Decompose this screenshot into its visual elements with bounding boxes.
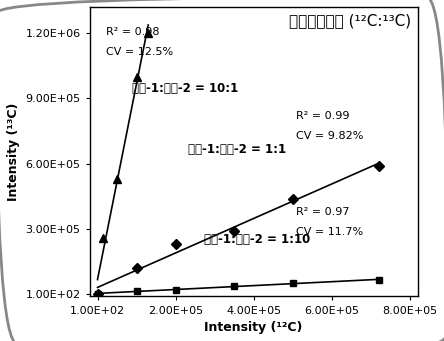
Text: 样本-1:样本-2 = 1:1: 样本-1:样本-2 = 1:1	[188, 143, 286, 156]
Text: 牛血清白蛋白 (¹²C:¹³C): 牛血清白蛋白 (¹²C:¹³C)	[289, 13, 411, 28]
Text: CV = 12.5%: CV = 12.5%	[106, 47, 173, 58]
Text: 样本-1:样本-2 = 1:10: 样本-1:样本-2 = 1:10	[205, 233, 311, 246]
Text: CV = 9.82%: CV = 9.82%	[296, 131, 364, 142]
Text: 样本-1:样本-2 = 10:1: 样本-1:样本-2 = 10:1	[132, 82, 238, 95]
Text: CV = 11.7%: CV = 11.7%	[296, 227, 364, 237]
Y-axis label: Intensity (¹³C): Intensity (¹³C)	[7, 103, 20, 201]
Text: R² = 0.99: R² = 0.99	[296, 111, 350, 121]
X-axis label: Intensity (¹²C): Intensity (¹²C)	[205, 321, 303, 334]
Text: R² = 0.97: R² = 0.97	[296, 207, 350, 217]
Text: R² = 0.98: R² = 0.98	[106, 27, 159, 37]
